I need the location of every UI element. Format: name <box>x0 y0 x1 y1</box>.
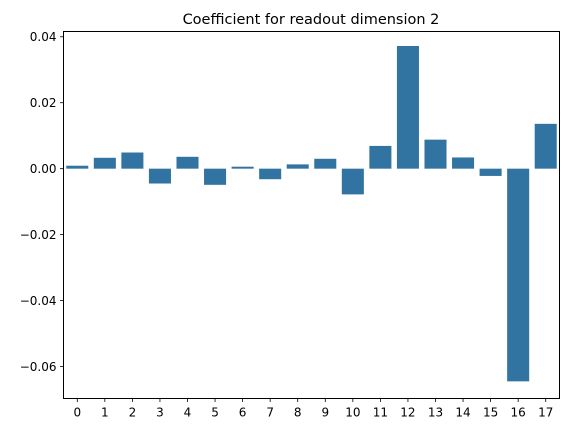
x-tick-label: 14 <box>455 406 470 420</box>
x-tick-label: 6 <box>239 406 247 420</box>
bar-4 <box>176 156 199 169</box>
y-tick-label: 0.02 <box>30 96 57 110</box>
x-tick-label: 5 <box>211 406 219 420</box>
x-tick-label: 4 <box>184 406 192 420</box>
x-tick-label: 16 <box>511 406 526 420</box>
x-tick-label: 8 <box>294 406 302 420</box>
y-tick-label: −0.06 <box>20 360 57 374</box>
x-tick-label: 9 <box>321 406 329 420</box>
y-tick-label: −0.04 <box>20 294 57 308</box>
bar-8 <box>286 164 309 169</box>
bar-3 <box>148 168 171 184</box>
bar-12 <box>396 46 419 169</box>
x-tick-label: 10 <box>345 406 360 420</box>
x-tick-label: 2 <box>129 406 137 420</box>
x-tick-label: 17 <box>538 406 553 420</box>
axes-frame <box>63 31 560 399</box>
x-tick-label: 3 <box>156 406 164 420</box>
x-tick-label: 1 <box>101 406 109 420</box>
bar-5 <box>204 168 227 185</box>
x-tick-label: 13 <box>428 406 443 420</box>
x-tick-label: 0 <box>73 406 81 420</box>
bar-2 <box>121 152 144 169</box>
y-tick-label: −0.02 <box>20 228 57 242</box>
bar-11 <box>369 145 392 169</box>
chart-title: Coefficient for readout dimension 2 <box>183 12 440 28</box>
bar-6 <box>231 166 254 169</box>
bar-1 <box>93 157 116 169</box>
bars-group <box>66 46 557 382</box>
y-axis: −0.06 −0.04 −0.02 0.00 0.02 0.04 <box>20 30 64 374</box>
bar-16 <box>507 168 530 382</box>
bar-7 <box>259 168 282 180</box>
x-tick-label: 12 <box>400 406 415 420</box>
bar-0 <box>66 165 89 169</box>
x-tick-label: 7 <box>266 406 274 420</box>
bar-9 <box>314 158 337 169</box>
x-tick-label: 11 <box>373 406 388 420</box>
y-tick-label: 0.04 <box>30 30 57 44</box>
bar-13 <box>424 139 447 169</box>
bar-10 <box>341 168 364 195</box>
bar-17 <box>534 123 557 169</box>
bar-14 <box>452 157 475 169</box>
x-axis: 0 1 2 3 4 5 6 7 8 9 10 11 12 13 14 15 16 17 <box>73 398 553 420</box>
bar-15 <box>479 168 502 176</box>
x-tick-label: 15 <box>483 406 498 420</box>
y-tick-label: 0.00 <box>30 162 57 176</box>
